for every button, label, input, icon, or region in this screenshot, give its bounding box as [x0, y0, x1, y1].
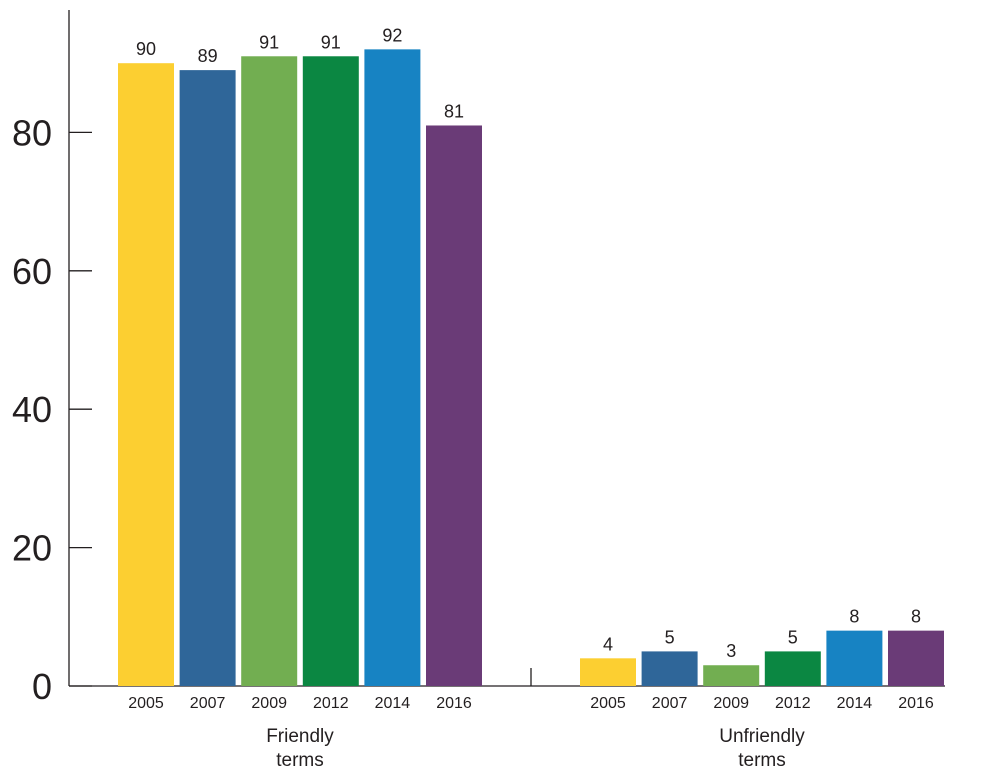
value-label-0-2014: 92	[382, 25, 402, 45]
bar-0-2012	[302, 56, 359, 686]
bar-0-2009	[241, 56, 298, 686]
category-label-1-2012: 2012	[775, 695, 811, 712]
category-label-0-2005: 2005	[128, 695, 164, 712]
category-label-1-2014: 2014	[837, 695, 873, 712]
group-label-1-line-0: Unfriendly	[719, 726, 805, 747]
bar-0-2016	[426, 125, 482, 687]
y-tick-label-20: 20	[12, 528, 52, 569]
category-label-0-2007: 2007	[190, 695, 226, 712]
group-label-0-line-0: Friendly	[266, 726, 334, 747]
bar-0-2007	[179, 70, 236, 687]
bar-1-2009	[703, 665, 760, 686]
value-label-1-2009: 3	[726, 641, 736, 661]
value-label-0-2005: 90	[136, 39, 156, 59]
value-label-1-2014: 8	[849, 607, 859, 627]
y-tick-label-80: 80	[12, 112, 52, 153]
value-label-1-2016: 8	[911, 607, 921, 627]
bars	[118, 49, 944, 687]
y-tick-label-60: 60	[12, 251, 52, 292]
bar-1-2016	[888, 630, 944, 686]
category-label-0-2012: 2012	[313, 695, 349, 712]
category-label-1-2009: 2009	[713, 695, 749, 712]
y-axis-ticks: 0 20 40 60 80	[12, 112, 92, 707]
bar-1-2007	[641, 651, 698, 686]
group-label-1-line-1: terms	[738, 750, 786, 771]
y-tick-label-40: 40	[12, 389, 52, 430]
value-label-1-2007: 5	[665, 627, 675, 647]
bar-0-2005	[118, 63, 174, 686]
bar-1-2005	[580, 658, 636, 686]
value-label-1-2012: 5	[788, 627, 798, 647]
value-label-0-2007: 89	[198, 46, 218, 66]
value-label-1-2005: 4	[603, 634, 613, 654]
category-label-1-2005: 2005	[590, 695, 626, 712]
category-label-1-2007: 2007	[652, 695, 688, 712]
bar-1-2014	[826, 630, 883, 686]
y-tick-label-0: 0	[32, 666, 52, 707]
bar-0-2014	[364, 49, 421, 687]
category-label-0-2016: 2016	[436, 695, 472, 712]
labels: 90 2005 89 2007 91 2009 91 2012 92 2014 81 2016 Frie…	[128, 25, 934, 771]
value-label-0-2016: 81	[444, 101, 464, 121]
group-label-0-line-1: terms	[276, 750, 324, 771]
category-label-0-2009: 2009	[251, 695, 287, 712]
category-label-0-2014: 2014	[375, 695, 411, 712]
category-label-1-2016: 2016	[898, 695, 934, 712]
value-label-0-2009: 91	[259, 32, 279, 52]
bar-1-2012	[764, 651, 821, 686]
value-label-0-2012: 91	[321, 32, 341, 52]
